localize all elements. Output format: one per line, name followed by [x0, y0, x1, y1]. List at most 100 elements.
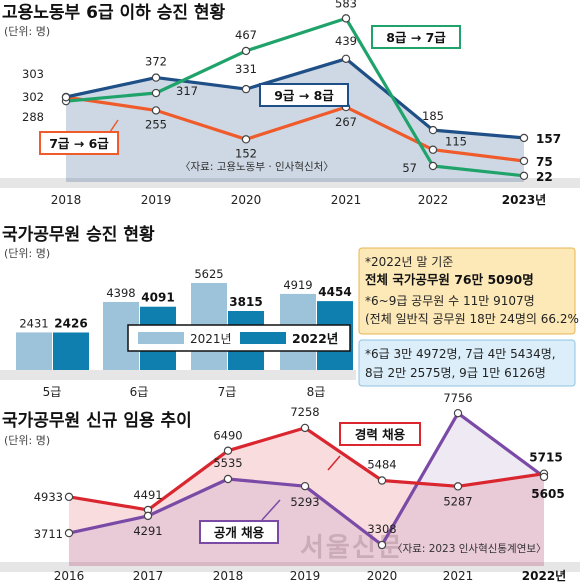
legend-label-2021: 2021년: [190, 332, 232, 346]
chart1: 고용노동부 6급 이하 승진 현황 (단위: 명) 303 372 331 439 18…: [0, 0, 580, 207]
chart2-label-2021년-5급: 2431: [19, 316, 48, 330]
chart3-title: 국가공무원 신규 임용 추이: [2, 410, 192, 431]
chart2-tick-6급: 6급: [130, 385, 149, 399]
chart3-tick-2020: 2020: [367, 569, 398, 582]
chart3-label-공개 채용-2017: 4291: [133, 524, 162, 538]
chart2-tick-layer: 5급 6급 7급 8급: [43, 385, 326, 399]
chart1-area-layer: [66, 58, 524, 182]
chart2-bar-2021년-5급: [16, 332, 52, 370]
chart1-label-8급→7급-2020: 467: [235, 28, 257, 42]
chart1-tick-2019: 2019: [141, 193, 172, 207]
chart2-tick-8급: 8급: [307, 385, 326, 399]
chart2-tick-7급: 7급: [218, 385, 237, 399]
chart1-line-9급→8급: [65, 57, 525, 140]
chart1-label-8급→7급-2021: 583: [335, 0, 357, 10]
legend-label-2022: 2022년: [292, 331, 338, 346]
chart2-label-2022년-5급: 2426: [54, 316, 87, 330]
chart1-tick-layer: 2018 2019 2020 2021 2022 2023년: [51, 193, 547, 207]
chart1-label-9급→8급-2021: 439: [335, 34, 357, 48]
chart1-point-8급→7급-2022: [428, 161, 438, 171]
chart3-tick-2019: 2019: [290, 569, 321, 582]
chart2-legend: 2021년 2022년: [127, 324, 351, 352]
chart3-label-공개 채용-2019: 5293: [290, 495, 319, 509]
chart2-unit: (단위: 명): [4, 247, 50, 260]
chart1-source: 〈자료: 고용노동부 · 인사혁신처〉: [180, 161, 334, 173]
chart2-label-2022년-7급: 3815: [229, 295, 262, 309]
chart1-label-7급→6급-2020: 152: [235, 146, 257, 160]
chart1-label-7급→6급-2019: 255: [145, 117, 167, 131]
chart3-label-공개 채용-2020: 3308: [367, 522, 396, 536]
chart1-label-9급→8급-2019: 372: [145, 55, 167, 69]
chart1-point-7급→6급-2022: [428, 145, 438, 154]
chart3-point-공개 채용-2021: [453, 408, 463, 418]
chart1-tick-2021: 2021: [331, 193, 362, 207]
note1-line3: *6~9급 공무원 수 11만 9107명: [365, 294, 535, 308]
chart2-tick-5급: 5급: [43, 385, 62, 399]
chart1-line-7급→6급: [65, 95, 525, 163]
chart1-point-7급→6급-2018: [61, 93, 71, 102]
chart3-point-공개 채용-2017: [143, 511, 153, 521]
chart1-label-8급→7급-2019: 317: [176, 84, 198, 98]
chart3-label-경력 채용-2022년: 5715: [529, 451, 562, 465]
chart1-label-9급→8급-2023년: 157: [536, 132, 561, 146]
chart2: 국가공무원 승진 현황 (단위: 명) 2431 2426 4398 4091 5625…: [0, 225, 580, 399]
chart1-point-8급→7급-2021: [341, 14, 351, 23]
note1-line1: *2022년 말 기준: [365, 255, 453, 269]
chart3: 국가공무원 신규 임용 추이 (단위: 명) 서울신문 493344916490…: [0, 391, 580, 583]
chart1-line-layer: [65, 16, 525, 178]
chart3-point-공개 채용-2022년: [539, 472, 549, 482]
chart3-tick-layer: 2016 2017 2018 2019 2020 2021 2022년: [54, 569, 567, 583]
chart3-source: 〈자료: 2023 인사혁신통계연보〉: [392, 543, 547, 555]
chart1-point-9급→8급-2020: [241, 84, 251, 94]
chart1-tick-2022: 2022: [418, 193, 449, 207]
chart3-tick-2022년: 2022년: [522, 569, 566, 582]
chart3-label-공개 채용-2016: 3711: [34, 527, 63, 541]
chart1-line-8급→7급: [65, 16, 525, 178]
chart3-point-경력 채용-2016: [64, 492, 74, 502]
chart3-point-경력 채용-2019: [300, 423, 310, 433]
chart1-label-7급→6급-2018: 302: [22, 90, 44, 104]
chart3-label-경력 채용-2017: 4491: [133, 488, 162, 502]
chart2-bar-2022년-5급: [53, 332, 89, 370]
note1-line2: 전체 국가공무원 76만 5090명: [365, 272, 534, 287]
chart1-point-9급→8급-2022: [428, 125, 438, 135]
chart3-axis-band: [0, 562, 580, 572]
chart3-point-공개 채용-2016: [64, 528, 74, 538]
chart1-label-9급→8급-2018: 303: [22, 67, 44, 81]
chart1-tag-7to6: 7급 → 6급: [39, 119, 119, 155]
chart3-tick-2018: 2018: [213, 569, 244, 582]
chart2-axis-band: [0, 370, 356, 380]
chart2-label-layer: 2431 2426 4398 4091 5625 3815 4919 4454: [19, 267, 351, 330]
note2-line2: 8급 2만 2575명, 9급 1만 6126명: [365, 366, 546, 380]
chart1-unit: (단위: 명): [4, 25, 50, 38]
chart1-tick-2020: 2020: [231, 193, 262, 207]
chart1-point-8급→7급-2019: [151, 88, 161, 98]
legend-swatch-2021: [138, 332, 184, 344]
chart2-label-2021년-8급: 4919: [283, 278, 312, 292]
chart1-axis-band: [0, 178, 580, 188]
chart1-label-7급→6급-2021: 267: [335, 115, 357, 129]
chart1-label-7급→6급-2023년: 75: [536, 155, 553, 169]
chart1-point-8급→7급-2020: [241, 46, 251, 56]
chart3-point-경력 채용-2021: [453, 482, 463, 491]
note2-line1: *6급 3만 4972명, 7급 4만 5434명,: [365, 347, 556, 361]
chart2-label-2021년-7급: 5625: [194, 267, 223, 281]
chart1-tag-8to7: 8급 → 7급: [371, 25, 461, 49]
note1-line4: (전체 일반직 공무원 18만 24명의 66.2%): [365, 312, 580, 326]
chart1-point-7급→6급-2019: [151, 106, 161, 115]
chart3-tag-open-label: 공개 채용: [214, 525, 265, 540]
chart1-point-8급→7급-2023년: [519, 171, 529, 181]
chart1-tick-2018: 2018: [51, 193, 82, 207]
chart3-label-경력 채용-2021: 5287: [443, 494, 472, 508]
chart1-point-9급→8급-2019: [151, 73, 161, 82]
chart1-tick-2023년: 2023년: [502, 193, 546, 207]
chart1-label-8급→7급-2022: 57: [402, 161, 417, 175]
chart2-note-box-1: *2022년 말 기준 전체 국가공무원 76만 5090명 *6~9급 공무원…: [358, 247, 580, 335]
legend-swatch-2022: [240, 332, 286, 344]
chart3-label-layer: 4933 4491 6490 7258 5484 5287 5715 3711 4291 5535…: [34, 391, 565, 541]
chart1-tag-9to8-label: 9급 → 8급: [274, 88, 334, 103]
chart1-label-7급→6급-2022: 115: [445, 135, 467, 149]
chart3-label-공개 채용-2022년: 5605: [531, 487, 564, 501]
chart3-tag-career: 경력 채용: [327, 422, 421, 471]
chart1-point-7급→6급-2023년: [519, 156, 529, 166]
